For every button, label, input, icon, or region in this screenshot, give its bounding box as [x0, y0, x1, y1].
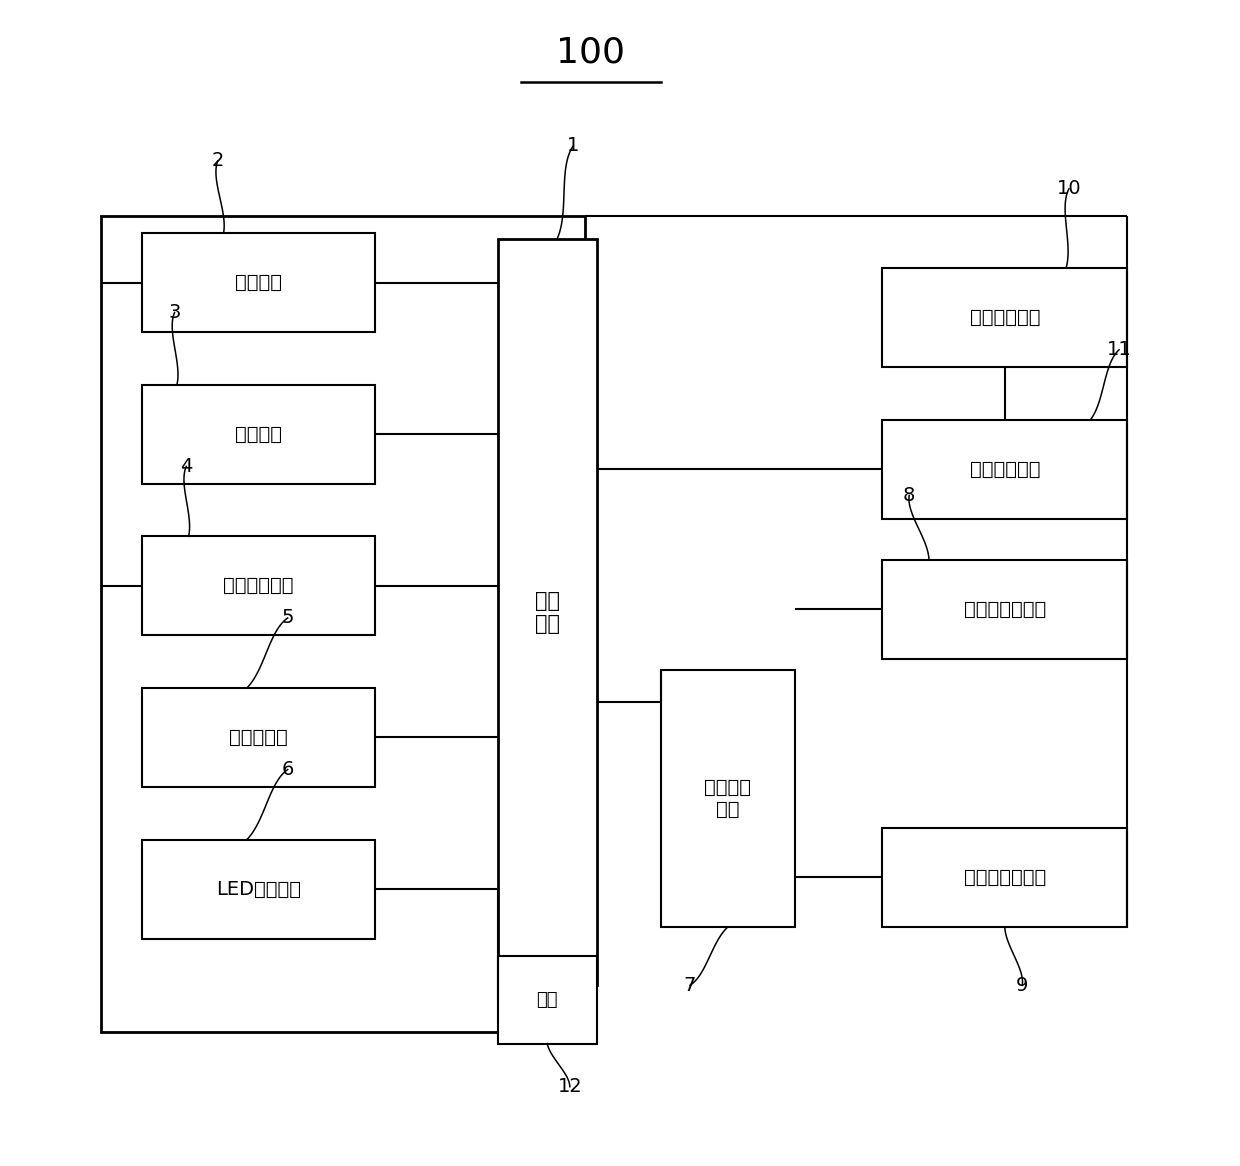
Bar — [497, 239, 596, 985]
Bar — [141, 536, 376, 635]
Text: 负荷控制
部分: 负荷控制 部分 — [704, 778, 751, 820]
Text: 交流电源部分: 交流电源部分 — [970, 308, 1040, 328]
Bar — [141, 385, 376, 484]
Text: 直流电源部分: 直流电源部分 — [970, 459, 1040, 479]
Text: 振荡部分: 振荡部分 — [236, 273, 281, 293]
Bar — [141, 840, 376, 939]
Text: 10: 10 — [1056, 180, 1081, 198]
Text: 2: 2 — [212, 152, 224, 170]
Bar — [102, 216, 585, 1032]
Text: 存贮: 存贮 — [537, 991, 558, 1009]
Text: 复位部分: 复位部分 — [236, 424, 281, 444]
Text: 键输入部分: 键输入部分 — [229, 728, 288, 747]
Text: LED显示部分: LED显示部分 — [216, 879, 301, 899]
Text: 9: 9 — [1016, 976, 1028, 995]
Text: 5: 5 — [281, 609, 294, 627]
Bar — [883, 560, 1127, 659]
Text: 微处
理机: 微处 理机 — [534, 590, 559, 634]
Bar — [661, 670, 795, 927]
Text: 温度检测部分: 温度检测部分 — [223, 576, 294, 596]
Text: 1: 1 — [567, 136, 579, 155]
Text: 加热器操作部分: 加热器操作部分 — [963, 599, 1045, 619]
Text: 12: 12 — [558, 1077, 583, 1096]
Text: 4: 4 — [180, 457, 192, 476]
Text: 100: 100 — [557, 35, 625, 70]
Bar — [883, 828, 1127, 927]
Text: 11: 11 — [1106, 340, 1131, 359]
Text: 7: 7 — [683, 976, 696, 995]
Bar — [141, 688, 376, 787]
Bar — [497, 956, 596, 1044]
Text: 8: 8 — [903, 486, 915, 505]
Bar — [883, 268, 1127, 367]
Bar — [141, 233, 376, 332]
Text: 6: 6 — [281, 760, 294, 779]
Bar — [883, 420, 1127, 519]
Text: 压缩机操作部分: 压缩机操作部分 — [963, 868, 1045, 887]
Text: 3: 3 — [169, 303, 181, 322]
